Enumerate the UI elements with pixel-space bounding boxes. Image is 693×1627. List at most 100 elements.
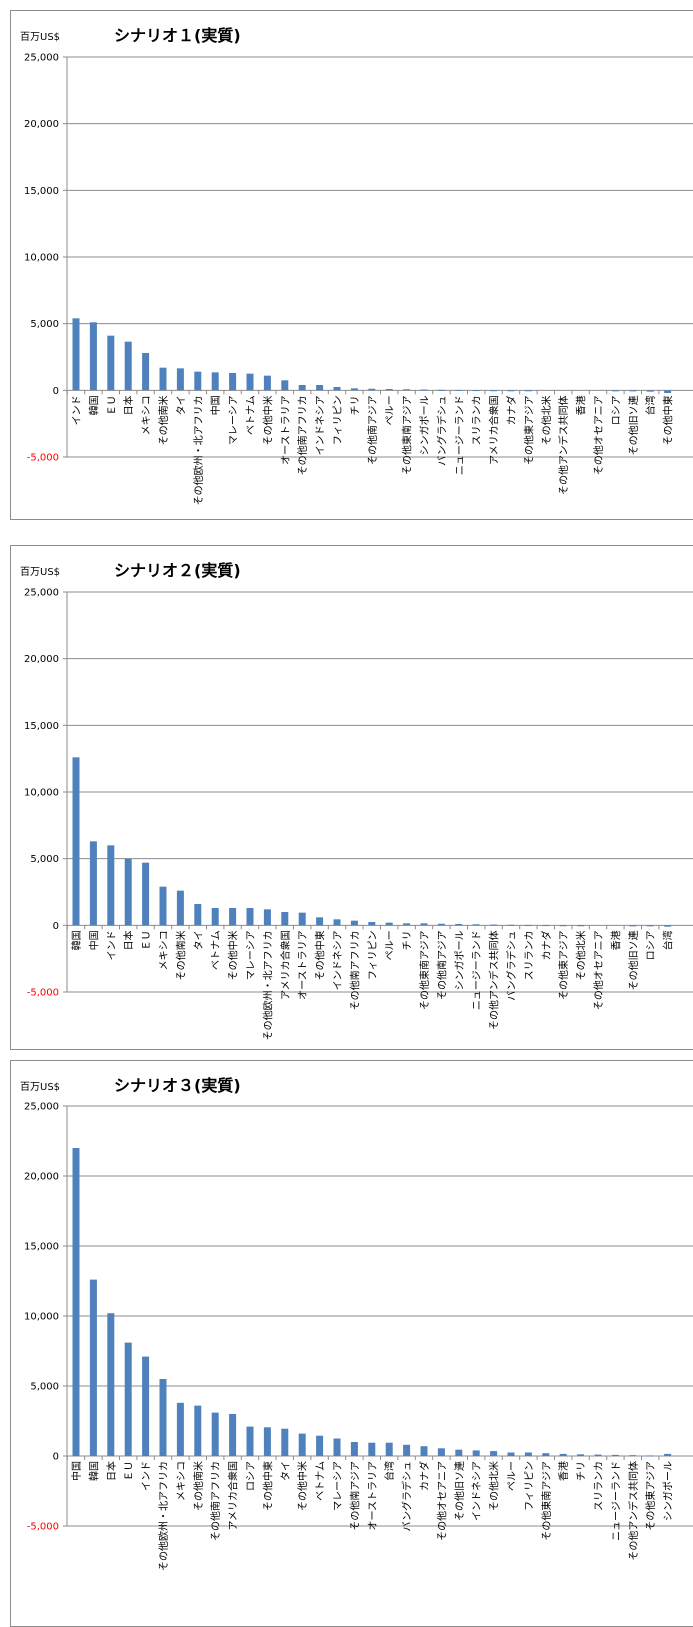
bar <box>403 389 410 390</box>
bar <box>125 859 132 926</box>
x-tick-label: その他東アジア <box>522 395 535 465</box>
x-tick-label: マレーシア <box>246 930 257 980</box>
x-tick-label: ニュージーランド <box>471 930 483 1010</box>
bar <box>612 390 619 391</box>
x-tick-label: その他南アジア <box>348 1461 361 1531</box>
bar-chart: 25,000 20,000 15,000 10,000 5,000 0 -5,000 中国 韓国… <box>11 1061 693 1627</box>
bar <box>351 921 358 926</box>
bar <box>264 1427 271 1456</box>
y-tick-label: -5,000 <box>27 1522 59 1533</box>
bar <box>629 390 636 391</box>
x-tick-label: インド <box>142 1461 153 1491</box>
bar <box>281 912 288 925</box>
bar <box>438 1448 445 1456</box>
chart-panel-1: 百万US$ シナリオ１(実質) 25,000 20,000 15,000 10,000… <box>10 10 693 520</box>
bar <box>455 1450 462 1456</box>
x-tick-label: 日本 <box>122 395 135 415</box>
x-tick-label: ベトナム <box>210 930 222 970</box>
x-tick-label: カナダ <box>540 930 553 960</box>
bar <box>664 925 671 926</box>
bar <box>421 1446 428 1456</box>
x-tick-label: その他オセアニア <box>592 395 605 475</box>
bar-chart: 25,000 20,000 15,000 10,000 5,000 0 -5,000 韓国 中国… <box>11 546 693 1050</box>
x-tick-label: チリ <box>402 930 414 950</box>
y-tick-label: 25,000 <box>24 588 59 599</box>
bar <box>368 922 375 925</box>
x-tick-label: 香港 <box>610 930 622 950</box>
x-tick-label: その他東南アジア <box>418 930 431 1010</box>
x-tick-label: オーストラリア <box>297 930 309 1000</box>
x-tick-label: ペルー <box>385 395 396 425</box>
x-tick-label: その他オセアニア <box>592 930 605 1010</box>
x-tick-label: シンガポール <box>663 1461 675 1521</box>
bar <box>107 1313 114 1456</box>
bar <box>490 390 497 391</box>
x-tick-label: その他欧州・北アフリカ <box>192 395 205 505</box>
bar <box>316 1436 323 1456</box>
bar <box>490 925 497 926</box>
x-tick-label: 日本 <box>105 1461 118 1481</box>
x-tick-label: その他南米 <box>174 930 187 980</box>
bar <box>595 1455 602 1456</box>
bar <box>316 385 323 390</box>
bar <box>351 1442 358 1456</box>
y-tick-label: 10,000 <box>24 788 59 799</box>
x-tick-label: ペルー <box>507 1461 518 1491</box>
x-tick-label: その他南アジア <box>435 930 448 1000</box>
x-tick-label: インドネシア <box>471 1461 483 1521</box>
bar <box>490 1451 497 1456</box>
x-tick-label: チリ <box>349 395 361 415</box>
y-tick-label: -5,000 <box>27 988 59 999</box>
bar <box>560 1454 567 1456</box>
bar <box>212 908 219 925</box>
x-tick-label: その他北米 <box>575 930 588 980</box>
bar <box>542 925 549 926</box>
x-tick-label: メキシコ <box>159 930 170 970</box>
x-tick-label: 台湾 <box>383 1461 396 1481</box>
x-tick-label: ＥＵ <box>124 1461 135 1481</box>
x-tick-label: カナダ <box>418 1461 431 1491</box>
x-tick-label: その他アンデス共同体 <box>627 1461 640 1561</box>
x-tick-label: その他オセアニア <box>435 1461 448 1541</box>
bar <box>194 904 201 925</box>
x-tick-label: ロシア <box>646 930 657 960</box>
y-tick-label: -5,000 <box>27 453 59 464</box>
x-tick-label: その他中東 <box>314 930 327 980</box>
y-tick-label: 5,000 <box>30 1382 59 1393</box>
x-tick-label: メキシコ <box>142 395 153 435</box>
x-tick-label: 中国 <box>70 1461 83 1481</box>
bar <box>647 925 654 926</box>
bar <box>177 368 184 390</box>
x-tick-label: 台湾 <box>662 930 675 950</box>
bar <box>73 757 80 925</box>
bar <box>281 380 288 390</box>
x-tick-label: その他アンデス共同体 <box>488 930 501 1030</box>
x-tick-label: アメリカ合衆国 <box>488 395 501 465</box>
bar <box>386 389 393 390</box>
x-tick-label: ロシア <box>246 1461 257 1491</box>
x-tick-label: その他旧ソ連 <box>627 930 640 990</box>
x-tick-label: 台湾 <box>644 395 657 415</box>
y-tick-label: 10,000 <box>24 253 59 264</box>
x-tick-label: アメリカ合衆国 <box>227 1461 240 1531</box>
bar <box>194 1406 201 1456</box>
x-tick-label: 香港 <box>558 1461 570 1481</box>
x-tick-label: マレーシア <box>333 1461 344 1511</box>
bar <box>334 919 341 925</box>
x-tick-label: ＥＵ <box>107 395 118 415</box>
bar <box>421 390 428 391</box>
x-tick-label: フィリピン <box>523 1461 535 1511</box>
y-tick-label: 5,000 <box>30 854 59 865</box>
x-tick-label: スリランカ <box>471 395 483 445</box>
bar <box>368 1443 375 1456</box>
bar <box>299 913 306 926</box>
x-tick-label: その他南アフリカ <box>296 395 309 475</box>
x-tick-label: ベトナム <box>315 1461 327 1501</box>
bar <box>368 389 375 391</box>
bar <box>247 374 254 391</box>
x-tick-label: その他中米 <box>261 395 274 445</box>
bar <box>455 390 462 391</box>
bar <box>473 924 480 925</box>
x-tick-label: その他中東 <box>662 395 675 445</box>
bar <box>90 841 97 925</box>
